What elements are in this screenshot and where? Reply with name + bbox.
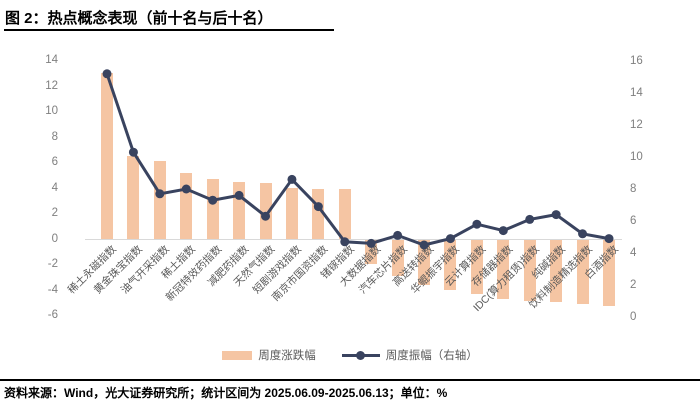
line-point [525,214,535,224]
bar [391,240,404,276]
line-point [234,190,244,200]
legend-line-label: 周度振幅（右轴） [385,350,478,362]
bar [497,240,510,299]
bar [418,240,431,285]
line-point [128,147,138,157]
right-axis-tick: 0 [630,310,637,323]
chart-legend: 周度涨跌幅 周度振幅（右轴） [0,347,700,363]
bar-series-swatch [222,350,253,360]
line-point [102,69,112,79]
right-axis-tick: 14 [630,86,643,99]
left-axis-tick: 10 [45,105,58,117]
left-axis-tick: 4 [51,181,58,194]
line-point [419,240,429,250]
footer-rule [0,379,700,381]
left-axis-tick: 8 [51,130,58,143]
bar [576,240,589,304]
source-note: 资料来源：Wind，光大证券研究所；统计区间为 2025.06.09-2025.… [4,386,448,400]
left-axis-tick: 14 [45,54,58,66]
bar [206,179,219,239]
line-point [445,234,455,244]
line-point [551,210,561,220]
line-point [366,238,376,248]
figure-title: 图 2：热点概念表现（前十名与后十名） [5,10,273,27]
right-axis-tick: 10 [630,150,643,163]
bar [470,240,483,294]
title-underline [4,29,334,31]
line-point [578,229,588,239]
right-axis-tick: 8 [630,182,637,195]
line-point [313,202,323,212]
line-series-swatch [341,350,380,360]
line-point [393,230,403,240]
line-point [208,195,218,205]
line-point [181,184,191,194]
bar [127,156,140,239]
legend-bar-label: 周度涨跌幅 [258,350,316,362]
legend-item-bar: 周度涨跌幅 [222,347,316,363]
left-axis-tick: -6 [47,309,58,321]
right-axis-tick: 16 [630,54,643,67]
line-point [472,219,482,229]
line-point [604,234,614,244]
bar [338,189,351,239]
line-point [155,189,165,199]
bar [550,240,563,303]
bar [444,240,457,290]
right-axis-tick: 12 [630,118,643,131]
left-axis-tick: 6 [51,156,58,168]
line-point [498,226,508,236]
right-axis-tick: 2 [630,278,637,291]
zero-axis-line [85,239,622,240]
left-axis-tick: 2 [51,207,58,219]
line-swatch-dot [355,350,365,360]
line-point [287,174,297,184]
left-axis-tick: 12 [45,79,58,92]
bar [602,240,615,307]
left-axis-tick: -4 [47,283,58,296]
bar [259,182,272,239]
right-axis-tick: 4 [630,246,637,259]
bar [285,188,298,239]
legend-item-line: 周度振幅（右轴） [341,347,478,363]
right-axis-tick: 6 [630,214,637,227]
bar [101,73,113,239]
line-path [105,73,610,247]
bar [523,240,536,302]
left-axis-tick: -2 [47,258,58,270]
line-point [340,237,350,247]
left-axis-tick: 0 [51,232,58,245]
bar [153,161,166,239]
line-point [261,211,271,221]
